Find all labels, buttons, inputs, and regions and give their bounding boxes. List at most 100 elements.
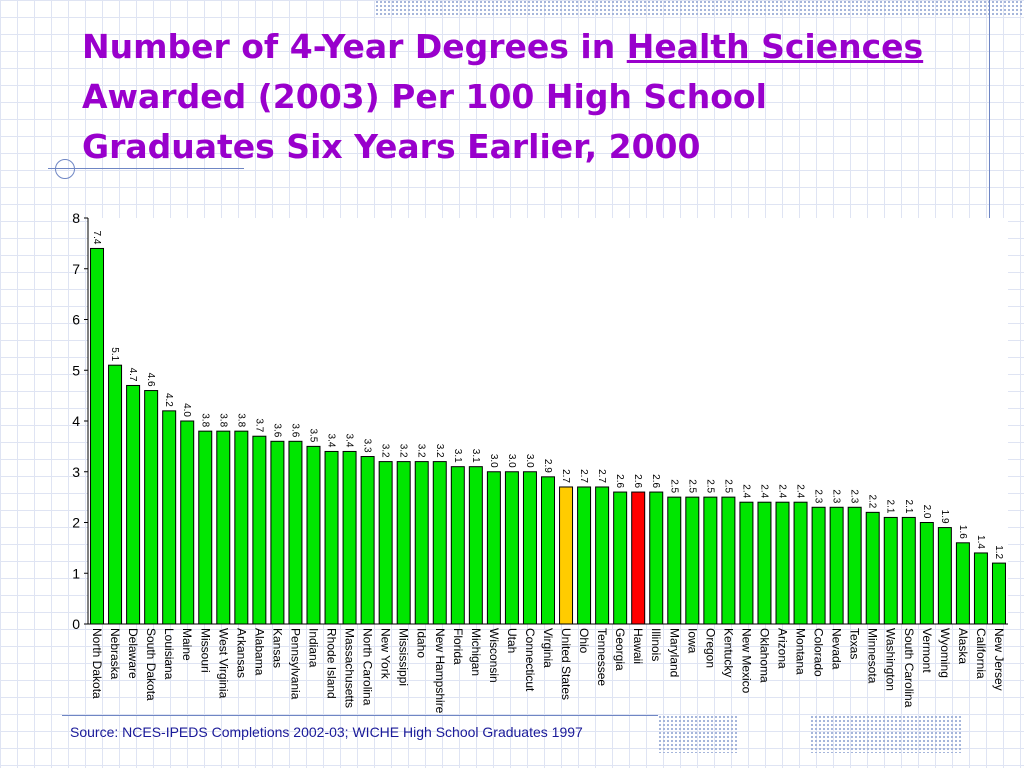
category-label: Pennsylvania xyxy=(288,628,302,700)
category-label: North Dakota xyxy=(90,628,104,699)
bar xyxy=(757,501,772,625)
category-label: Oregon xyxy=(703,628,717,668)
category-label: Indiana xyxy=(306,628,320,668)
y-tick-label: 7 xyxy=(72,261,80,277)
bar xyxy=(667,496,682,625)
category-label: North Carolina xyxy=(361,628,375,706)
category-label: Iowa xyxy=(685,628,699,654)
data-label: 3.4 xyxy=(344,434,355,448)
bar xyxy=(955,542,970,625)
bar xyxy=(504,471,519,625)
bar xyxy=(847,506,862,625)
data-label: 2.3 xyxy=(849,489,860,503)
data-label: 3.4 xyxy=(326,434,337,448)
category-label: Maryland xyxy=(667,628,681,677)
decorative-dot-band-top xyxy=(375,0,1024,16)
data-label: 3.0 xyxy=(524,454,535,468)
title-line2: Awarded (2003) Per 100 High School xyxy=(82,77,767,116)
category-label: Hawaii xyxy=(631,628,645,664)
category-label: Mississippi xyxy=(397,628,411,686)
data-label: 3.0 xyxy=(506,454,517,468)
data-label: 3.8 xyxy=(217,413,228,427)
bar xyxy=(450,466,465,625)
data-label: 2.4 xyxy=(740,484,751,498)
data-label: 1.4 xyxy=(975,535,986,549)
category-label: California xyxy=(974,628,988,679)
category-label: New York xyxy=(379,628,393,680)
bar xyxy=(252,435,267,625)
slide-title: Number of 4-Year Degrees in Health Scien… xyxy=(82,22,1002,172)
bar xyxy=(559,486,574,625)
bar xyxy=(991,562,1006,625)
category-label: Arizona xyxy=(776,628,790,669)
data-label: 3.8 xyxy=(235,413,246,427)
title-line3: Graduates Six Years Earlier, 2000 xyxy=(82,127,701,166)
bar xyxy=(342,450,357,625)
category-label: Kansas xyxy=(270,628,284,668)
bar xyxy=(541,476,555,625)
data-label: 3.3 xyxy=(362,439,373,453)
bar xyxy=(324,450,339,625)
category-label: South Carolina xyxy=(902,628,916,708)
bar xyxy=(414,461,429,625)
data-label: 3.7 xyxy=(253,418,264,432)
decorative-horizontal-line xyxy=(48,168,244,169)
category-label: New Mexico xyxy=(739,628,753,694)
data-label: 3.1 xyxy=(470,449,481,463)
category-label: South Dakota xyxy=(144,628,158,701)
category-label: Kentucky xyxy=(721,628,735,677)
bar xyxy=(90,247,105,625)
bar xyxy=(144,390,159,625)
bar xyxy=(198,430,213,625)
category-label: New Jersey xyxy=(992,628,1006,691)
bar xyxy=(865,511,880,625)
category-label: Washington xyxy=(884,628,898,691)
data-label: 2.6 xyxy=(614,474,625,488)
bar xyxy=(468,466,483,625)
decorative-dot-block-1 xyxy=(658,715,738,753)
category-label: Michigan xyxy=(469,628,483,676)
data-label: 2.5 xyxy=(668,479,679,493)
data-label: 3.0 xyxy=(488,454,499,468)
data-label: 2.4 xyxy=(795,484,806,498)
y-tick-label: 0 xyxy=(72,616,80,632)
data-label: 2.5 xyxy=(722,479,733,493)
bar xyxy=(721,496,736,625)
data-label: 1.9 xyxy=(939,510,950,524)
bar xyxy=(739,501,754,625)
bar xyxy=(703,496,718,625)
category-label: New Hampshire xyxy=(433,628,447,714)
y-tick-label: 4 xyxy=(72,413,80,429)
bar xyxy=(306,445,321,625)
bar xyxy=(108,364,123,625)
category-label: Utah xyxy=(505,628,519,653)
data-label: 2.2 xyxy=(867,494,878,508)
data-label: 2.5 xyxy=(686,479,697,493)
bar xyxy=(631,491,646,625)
data-label: 4.6 xyxy=(145,373,156,387)
data-label: 2.0 xyxy=(921,505,932,519)
category-label: Tennessee xyxy=(595,628,609,686)
data-label: 2.9 xyxy=(542,459,553,473)
y-tick-label: 2 xyxy=(72,515,80,531)
data-label: 3.6 xyxy=(289,423,300,437)
bar xyxy=(937,527,952,625)
bar xyxy=(973,552,988,625)
data-label: 4.7 xyxy=(127,368,138,382)
data-label: 2.4 xyxy=(758,484,769,498)
category-label: Illinois xyxy=(649,628,663,661)
y-tick-label: 8 xyxy=(72,210,80,226)
data-label: 3.2 xyxy=(434,444,445,458)
data-label: 2.5 xyxy=(704,479,715,493)
bar xyxy=(829,506,844,625)
data-label: 3.1 xyxy=(452,449,463,463)
data-label: 2.4 xyxy=(777,484,788,498)
data-label: 5.1 xyxy=(109,347,120,361)
decorative-vertical-line xyxy=(989,0,990,262)
bar xyxy=(793,501,808,625)
bar xyxy=(919,522,934,625)
data-label: 3.2 xyxy=(416,444,427,458)
category-label: Connecticut xyxy=(523,628,537,692)
bar xyxy=(162,410,177,625)
source-note: Source: NCES-IPEDS Completions 2002-03; … xyxy=(70,724,583,740)
